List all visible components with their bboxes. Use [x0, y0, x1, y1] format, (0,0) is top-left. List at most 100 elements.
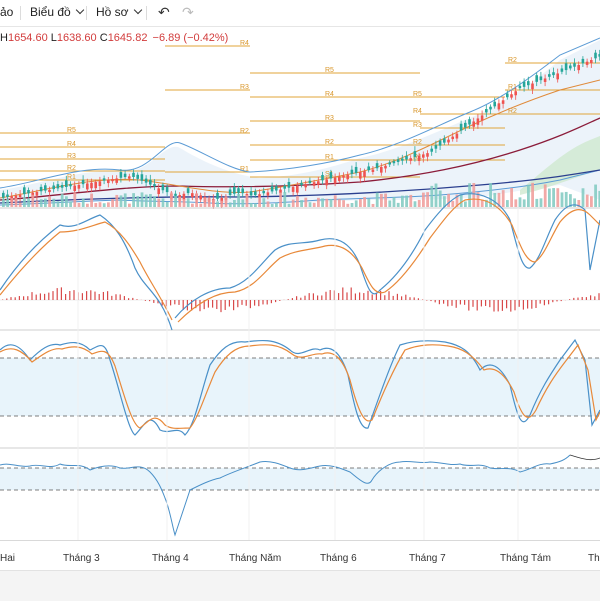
macd-hist-bar	[258, 300, 259, 306]
rsi-band	[0, 468, 600, 490]
chart-menu-button[interactable]: Biểu đồ	[30, 5, 83, 19]
volume-bar	[187, 198, 190, 207]
undo-icon[interactable]: ↶	[158, 4, 170, 21]
macd-hist-bar	[548, 300, 549, 304]
top-toolbar: ảo Biểu đồ Hồ sơ ↶ ↷	[0, 0, 600, 27]
svg-text:R2: R2	[240, 128, 249, 135]
candle-body	[498, 103, 501, 109]
volume-bar	[300, 200, 303, 207]
candle-body	[414, 151, 417, 157]
macd-hist-bar	[430, 300, 431, 301]
macd-hist-bar	[372, 294, 373, 300]
candle-body	[334, 178, 337, 184]
candle-body	[288, 182, 291, 188]
macd-hist-bar	[439, 300, 440, 304]
macd-hist-bar	[338, 293, 339, 300]
volume-bar	[380, 194, 383, 207]
macd-hist-bar	[489, 300, 490, 307]
macd-hist-bar	[132, 298, 133, 300]
svg-text:R2: R2	[325, 139, 334, 146]
candle-body	[422, 154, 425, 157]
candle-body	[527, 81, 530, 85]
volume-bar	[376, 193, 379, 207]
volume-bar	[451, 201, 454, 207]
volume-bar	[31, 195, 34, 207]
macd-hist-bar	[519, 300, 520, 307]
macd-hist-bar	[271, 300, 272, 303]
volume-bar	[250, 203, 253, 207]
volume-bar	[99, 202, 102, 207]
macd-hist-bar	[330, 290, 331, 300]
macd-hist-bar	[359, 292, 360, 300]
volume-bar	[128, 204, 131, 207]
redo-icon[interactable]: ↷	[182, 4, 194, 21]
candle-body	[556, 73, 559, 79]
candle-body	[36, 192, 39, 196]
candle-body	[153, 184, 156, 186]
candle-body	[338, 177, 341, 181]
volume-bar	[552, 188, 555, 207]
macd-hist-bar	[120, 294, 121, 300]
macd-hist-bar	[468, 300, 469, 311]
macd-hist-bar	[115, 294, 116, 300]
candle-body	[321, 175, 324, 180]
volume-bar	[48, 196, 51, 207]
macd-hist-bar	[57, 288, 58, 300]
volume-bar	[535, 199, 538, 207]
volume-bar	[405, 196, 408, 207]
volume-bar	[540, 198, 543, 207]
macd-hist-bar	[107, 291, 108, 300]
volume-bar	[78, 203, 81, 207]
svg-text:R3: R3	[240, 84, 249, 91]
volume-bar	[435, 184, 438, 207]
volume-bar	[447, 194, 450, 207]
candle-body	[418, 156, 421, 161]
candle-body	[380, 167, 383, 173]
candle-body	[401, 159, 404, 161]
volume-bar	[208, 198, 211, 207]
macd-hist-bar	[292, 298, 293, 300]
volume-bar	[241, 199, 244, 207]
volume-bar	[283, 192, 286, 207]
macd-hist-bar	[582, 297, 583, 300]
candle-body	[111, 179, 114, 181]
volume-bar	[107, 202, 110, 207]
macd-hist-bar	[451, 300, 452, 306]
macd-signal-line	[0, 199, 600, 322]
macd-hist-bar	[397, 294, 398, 300]
macd-hist-bar	[435, 300, 436, 302]
profile-menu-button[interactable]: Hồ sơ	[96, 5, 141, 19]
high-value: 1654.60	[8, 32, 48, 44]
volume-bar	[94, 203, 97, 207]
candle-body	[229, 190, 232, 196]
toolbar-separator	[146, 6, 147, 20]
candle-body	[590, 60, 593, 63]
xaxis-label: Tháng Tám	[500, 553, 551, 564]
candle-body	[582, 59, 585, 63]
svg-text:R4: R4	[325, 91, 334, 98]
macd-hist-bar	[556, 300, 557, 301]
candle-body	[65, 180, 68, 187]
candle-body	[330, 172, 333, 178]
macd-hist-bar	[309, 293, 310, 300]
volume-bar	[267, 201, 270, 207]
volume-bar	[220, 201, 223, 207]
volume-bar	[355, 200, 358, 207]
toolbar-item-partial[interactable]: ảo	[0, 5, 13, 19]
macd-hist-bar	[52, 291, 53, 300]
svg-text:R4: R4	[67, 141, 76, 148]
volume-bar	[359, 199, 362, 207]
volume-bar	[153, 196, 156, 207]
volume-bar	[590, 196, 593, 207]
macd-hist-bar	[321, 295, 322, 300]
volume-bar	[61, 194, 64, 207]
macd-hist-bar	[149, 300, 150, 301]
time-axis[interactable]: Hai Tháng 3 Tháng 4 Tháng Năm Tháng 6 Th…	[0, 540, 600, 571]
candle-body	[2, 193, 5, 198]
volume-bar	[225, 197, 228, 207]
volume-bar	[2, 199, 5, 207]
macd-hist-bar	[485, 300, 486, 306]
candle-body	[489, 107, 492, 110]
candle-body	[388, 162, 391, 164]
